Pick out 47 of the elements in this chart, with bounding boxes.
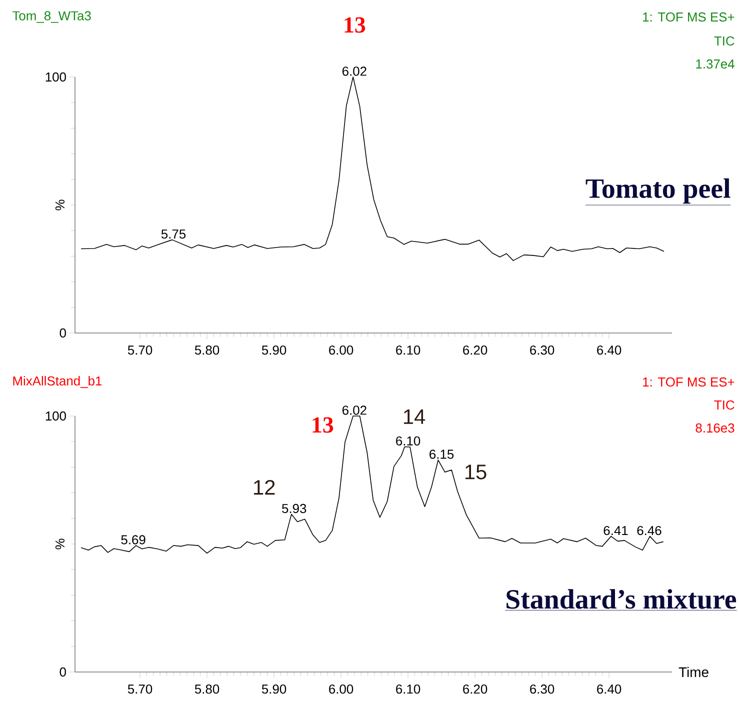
annotation: 5.93 [282,504,306,514]
annotation: 6.41 [604,526,628,536]
annotation: 15 [465,464,486,480]
text: TIC [714,400,734,410]
x-tick-label: 6.10 [396,684,420,694]
x-tick-label: 5.70 [128,684,152,694]
chart-title: Tom_8_WTa3 [12,11,91,23]
text: TIC [714,36,734,46]
annotation: 14 [404,410,426,424]
y-tick-label: 0 [60,667,66,677]
annotation: Standard’s mixture [506,589,736,609]
x-tick-label: 6.20 [463,684,488,694]
annotation: 6.15 [430,450,454,459]
annotation: 12 [254,480,275,495]
x-axis-title: Time [678,666,708,678]
x-tick-label: 6.40 [597,346,622,355]
x-tick-label: 6.40 [597,684,622,694]
annotation: 5.69 [121,535,146,544]
annotation: 5.75 [161,230,186,239]
x-tick-label: 6.10 [396,346,420,355]
x-tick-label: 5.70 [128,346,152,355]
y-tick-label: 100 [46,72,66,82]
y-tick-label: 100 [46,411,66,421]
annotation: 6.02 [342,406,366,415]
x-tick-label: 6.00 [329,684,354,694]
annotation: 13 [312,417,334,433]
chart-title: MixAllStand_b1 [13,376,102,388]
text: 1: TOF MS ES+ [643,12,734,22]
text: 8.16e3 [696,423,734,433]
annotation: 6.02 [342,66,366,76]
x-tick-label: 5.80 [194,684,220,694]
y-axis-title: % [55,200,64,210]
x-tick-label: 6.00 [329,346,354,355]
annotation: 6.46 [637,526,662,536]
x-tick-label: 5.90 [262,346,286,355]
x-tick-label: 6.30 [530,684,554,694]
annotation: 13 [344,17,366,33]
x-tick-label: 5.90 [262,684,286,694]
annotation: 6.10 [396,436,420,446]
x-tick-label: 5.80 [194,346,220,355]
text: 1: TOF MS ES+ [643,377,734,387]
annotation: Tomato peel [586,178,730,204]
text: 1.37e4 [696,59,734,69]
x-tick-label: 6.20 [463,346,488,355]
x-tick-label: 6.30 [530,346,554,355]
y-axis-title: % [55,538,64,550]
y-tick-label: 0 [60,328,66,338]
